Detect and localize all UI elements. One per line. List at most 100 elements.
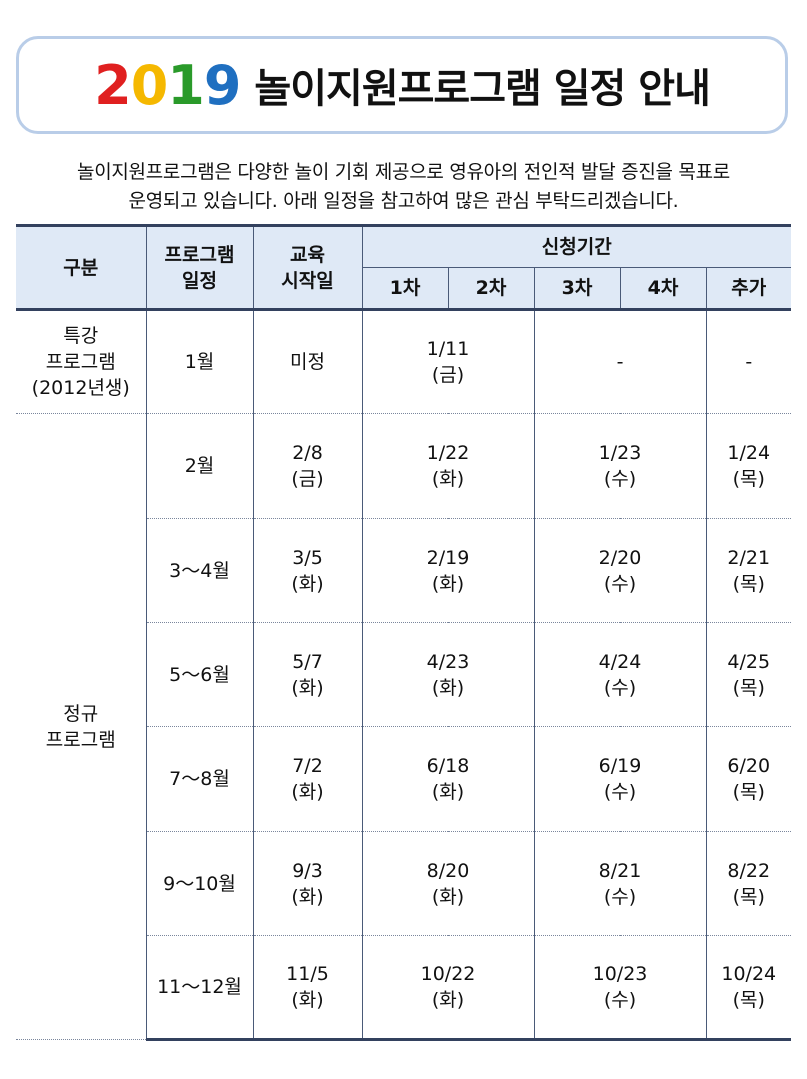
start-date: 5/7 (화) (252, 622, 363, 727)
date: 2/8 (292, 442, 323, 464)
date: 6/18 (426, 755, 470, 777)
category-line: (2012년생) (31, 377, 130, 399)
weekday: (화) (431, 989, 465, 1011)
program-month: 3～4월 (146, 518, 254, 623)
table-row: 특강 프로그램 (2012년생) 1월 미정 1/11 (금) - - (16, 309, 792, 414)
date: 4/23 (426, 650, 470, 673)
date: 8/22 (727, 859, 771, 882)
date: 1/22 (426, 442, 470, 464)
start-date: 미정 (252, 309, 363, 414)
period-extra: - (705, 309, 792, 414)
period-round-1-2: 10/22 (화) (361, 935, 535, 1041)
period-round-1-2: 6/18 (화) (361, 726, 535, 832)
weekday: (수) (603, 468, 637, 490)
header-category: 구분 (16, 224, 147, 311)
category-line: 프로그램 (45, 351, 116, 373)
period-round-1-2: 8/20 (화) (361, 831, 535, 936)
program-month: 7～8월 (146, 726, 254, 832)
program-month: 2월 (145, 413, 254, 519)
header-start-line: 시작일 (281, 269, 334, 292)
date: 1/24 (727, 442, 771, 464)
start-date: 11/5 (화) (252, 935, 363, 1041)
header-schedule: 프로그램 일정 (145, 224, 254, 311)
table-row: 7～8월 7/2 (화) 6/18 (화) 6/19 (수) 6/20 (목) (16, 726, 792, 832)
program-month: 9～10월 (146, 831, 254, 936)
period-extra: 10/24 (목) (705, 935, 792, 1041)
start-date: 2/8 (금) (252, 413, 363, 519)
weekday: (화) (291, 781, 324, 803)
category-line: 특강 (63, 325, 99, 347)
period-round-1-2: 2/19 (화) (361, 518, 535, 623)
start-date: 9/3 (화) (252, 831, 363, 936)
date: 1/11 (426, 338, 470, 360)
date: 2/19 (426, 546, 470, 569)
category-line: 프로그램 (45, 728, 116, 751)
table-row: 5～6월 5/7 (화) 4/23 (화) 4/24 (수) 4/25 (목) (16, 622, 792, 727)
category-special: 특강 프로그램 (2012년생) (16, 309, 147, 414)
weekday: (목) (732, 572, 765, 595)
date: 10/23 (592, 963, 648, 985)
weekday: (목) (732, 676, 765, 699)
date: 10/24 (721, 963, 777, 985)
category-regular: 정규 프로그램 (16, 413, 147, 1040)
header-start-date: 교육 시작일 (252, 224, 363, 311)
period-round-3-4: 4/24 (수) (533, 622, 707, 727)
period-extra: 6/20 (목) (705, 726, 792, 832)
period-round-3-4: 2/20 (수) (533, 518, 707, 623)
date: 4/25 (727, 650, 771, 673)
period-extra: 1/24 (목) (705, 413, 792, 519)
weekday: (화) (431, 468, 465, 490)
title-year: 2019 (94, 53, 242, 117)
weekday: (수) (603, 989, 637, 1011)
start-date: 3/5 (화) (252, 518, 363, 623)
weekday: (수) (603, 676, 637, 699)
date: 8/20 (426, 859, 470, 882)
period-round-3-4: - (533, 309, 707, 414)
weekday: (수) (603, 885, 637, 908)
period-round-1-2: 4/23 (화) (361, 622, 535, 727)
start-date: 7/2 (화) (252, 726, 363, 832)
header-round-2: 2차 (447, 267, 535, 311)
weekday: (화) (431, 781, 465, 803)
program-month: 1월 (145, 309, 254, 414)
category-line: 정규 (63, 702, 99, 725)
weekday: (목) (732, 885, 765, 908)
table-row: 11～12월 11/5 (화) 10/22 (화) 10/23 (수) 10/24 (목… (16, 935, 792, 1041)
weekday: (금) (431, 364, 465, 386)
weekday: (목) (732, 468, 765, 490)
header-schedule-line: 일정 (182, 269, 217, 292)
period-round-3-4: 6/19 (수) (533, 726, 707, 832)
date: 8/21 (598, 859, 642, 882)
weekday: (화) (291, 676, 324, 699)
weekday: (목) (732, 781, 765, 803)
table-row: 3～4월 3/5 (화) 2/19 (화) 2/20 (수) 2/21 (목) (16, 518, 792, 623)
header-round-4: 4차 (619, 267, 707, 311)
header-start-line: 교육 (290, 243, 325, 266)
date: 2/20 (598, 546, 642, 569)
program-month: 5～6월 (146, 622, 254, 727)
date: 3/5 (292, 546, 323, 569)
header-application-period: 신청기간 (361, 224, 792, 268)
intro-line: 놀이지원프로그램은 다양한 놀이 기회 제공으로 영유아의 전인적 발달 증진을… (77, 161, 730, 183)
date: 6/20 (727, 755, 771, 777)
table-row: 9～10월 9/3 (화) 8/20 (화) 8/21 (수) 8/22 (목) (16, 831, 792, 936)
year-digit: 1 (167, 53, 205, 117)
program-month: 11～12월 (146, 935, 254, 1041)
year-digit: 9 (203, 53, 242, 117)
intro-text: 놀이지원프로그램은 다양한 놀이 기회 제공으로 영유아의 전인적 발달 증진을… (0, 158, 807, 216)
header-round-3: 3차 (533, 267, 621, 311)
year-digit: 2 (94, 53, 132, 117)
year-digit: 0 (130, 53, 169, 117)
page-title: 놀이지원프로그램 일정 안내 (254, 66, 710, 112)
weekday: (화) (431, 885, 465, 908)
header-round-extra: 추가 (705, 267, 792, 311)
weekday: (목) (732, 989, 765, 1011)
period-round-1-2: 1/22 (화) (361, 413, 535, 519)
date: 5/7 (292, 650, 323, 673)
weekday: (화) (431, 676, 465, 699)
date: 2/21 (727, 546, 771, 569)
weekday: (수) (603, 572, 637, 595)
header-round-1: 1차 (362, 267, 449, 311)
period-round-3-4: 10/23 (수) (533, 935, 707, 1041)
weekday: (화) (291, 989, 324, 1011)
